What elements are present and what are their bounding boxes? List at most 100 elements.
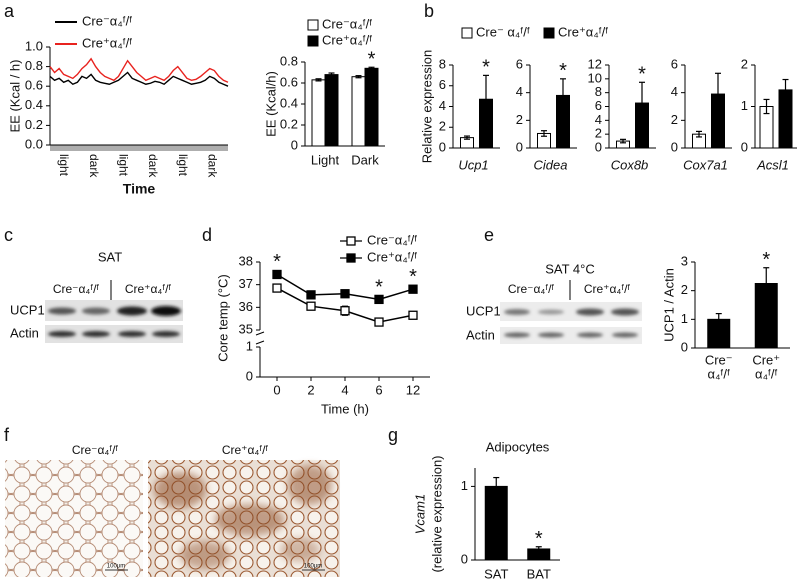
x-tick-label: light (117, 154, 131, 177)
marker (340, 289, 350, 299)
significance: * (482, 57, 490, 79)
x-tick-label: α₄ᶠ/ᶠ (708, 366, 730, 381)
significance: * (638, 64, 646, 86)
significance: * (273, 251, 281, 273)
marker (374, 294, 384, 305)
y-tick-label: 4 (595, 112, 602, 127)
micrograph: 100μm (5, 460, 143, 577)
legend-swatch (461, 27, 473, 39)
row-label: Actin (466, 327, 495, 342)
scale-bar-label: 100μm (304, 564, 322, 570)
y-tick-label: 0.8 (25, 58, 43, 73)
y-tick-label: 2 (516, 112, 523, 127)
blot-image (500, 302, 642, 344)
panel-label: a (4, 1, 15, 21)
significance: * (535, 528, 543, 550)
y-tick-label: 0.8 (280, 53, 298, 68)
image-label: Cre⁻α₄ᶠ/ᶠ (72, 443, 119, 457)
lane-label: Cre⁻α₄ᶠ/ᶠ (53, 282, 100, 296)
y-tick-label: 2 (439, 119, 446, 134)
y-tick-label: 0 (595, 139, 602, 154)
x-tick-label: Dark (351, 152, 379, 167)
y-tick-label: 4 (516, 84, 523, 99)
panel-label: g (388, 425, 398, 445)
x-tick-label: 12 (406, 382, 420, 397)
y-tick-label: 0.6 (25, 78, 43, 93)
y-tick-label: 0 (439, 139, 446, 154)
y-tick-label: 0 (671, 139, 678, 154)
y-tick-label: 1 (246, 338, 253, 353)
legend-label: Cre⁺α₄ᶠ/ᶠ (322, 32, 372, 47)
y-tick-label: 2 (671, 112, 678, 127)
legend-swatch (543, 27, 555, 39)
legend-swatch (346, 253, 356, 263)
marker (306, 290, 316, 300)
y-tick-label: 0.4 (25, 97, 43, 112)
y-tick-label: 0 (516, 139, 523, 154)
y-tick-label: 0.2 (280, 116, 298, 131)
y-axis-label: Core temp (°C) (215, 274, 230, 362)
significance: * (559, 60, 567, 82)
row-label: UCP1 (10, 302, 45, 317)
y-tick-label: 0.4 (280, 95, 298, 110)
x-tick-label: Cre⁻ (705, 352, 733, 367)
marker (340, 306, 350, 316)
lane-label: Cre⁺α₄ᶠ/ᶠ (125, 282, 172, 296)
lane-label: Cre⁺α₄ᶠ/ᶠ (584, 282, 631, 296)
y-axis-label: Vcam1 (412, 494, 427, 534)
y-tick-label: 6 (516, 56, 523, 71)
x-tick-label: dark (87, 154, 101, 178)
legend-swatch (307, 19, 319, 31)
y-tick-label: 8 (595, 84, 602, 99)
x-axis-label: Cidea (534, 157, 568, 172)
legend-label: Cre⁻α₄ᶠ/ᶠ (82, 13, 132, 28)
y-tick-label: 3 (681, 253, 688, 268)
y-tick-label: 1 (461, 478, 468, 493)
y-tick-label: 1 (741, 98, 748, 113)
legend-label: Cre⁺α₄ᶠ/ᶠ (82, 35, 132, 50)
bar (324, 74, 339, 147)
y-tick-label: 35 (239, 321, 253, 336)
x-tick-label: dark (146, 154, 160, 178)
y-tick-label: 2 (681, 282, 688, 297)
x-tick-label: dark (206, 154, 220, 178)
image-label: Cre⁺α₄ᶠ/ᶠ (222, 443, 269, 457)
significance: * (409, 266, 417, 288)
panel-label: d (202, 225, 212, 245)
significance: * (375, 276, 383, 298)
x-tick-label: light (176, 154, 190, 177)
y-tick-label: 1 (681, 311, 688, 326)
legend-label: Cre⁻α₄ᶠ/ᶠ (322, 16, 372, 31)
significance: * (368, 49, 376, 71)
y-tick-label: 38 (239, 253, 253, 268)
x-tick-label: SAT (484, 566, 508, 581)
y-tick-label: 12 (588, 56, 602, 71)
x-axis-label: Time (123, 181, 156, 197)
axis-hatch (50, 145, 228, 151)
y-tick-label: 1.0 (25, 38, 43, 53)
marker (272, 283, 282, 293)
row-label: Actin (10, 325, 39, 340)
bar (351, 76, 366, 147)
y-axis-label: EE (Kcal / h) (7, 60, 22, 133)
legend-label: Cre⁺α₄ᶠ/ᶠ (558, 24, 608, 39)
x-tick-label: light (57, 154, 71, 177)
x-tick-label: Cre⁺ (752, 352, 780, 367)
blot-title: SAT (98, 249, 122, 264)
marker (272, 269, 282, 280)
y-tick-label: 0 (246, 368, 253, 383)
micrograph: 100μm (148, 460, 340, 577)
series-line (49, 71, 229, 87)
panel-label: e (484, 225, 494, 245)
x-axis-label: Ucp1 (458, 157, 488, 172)
marker (374, 317, 384, 327)
y-tick-label: 6 (671, 56, 678, 71)
x-axis-label: Cox7a1 (683, 157, 728, 172)
y-tick-label: 10 (588, 70, 602, 85)
y-axis-label: UCP1 / Actin (661, 268, 676, 342)
x-tick-label: 4 (341, 382, 348, 397)
marker (306, 301, 316, 311)
x-tick-label: 6 (375, 382, 382, 397)
x-tick-label: α₄ᶠ/ᶠ (755, 366, 777, 381)
